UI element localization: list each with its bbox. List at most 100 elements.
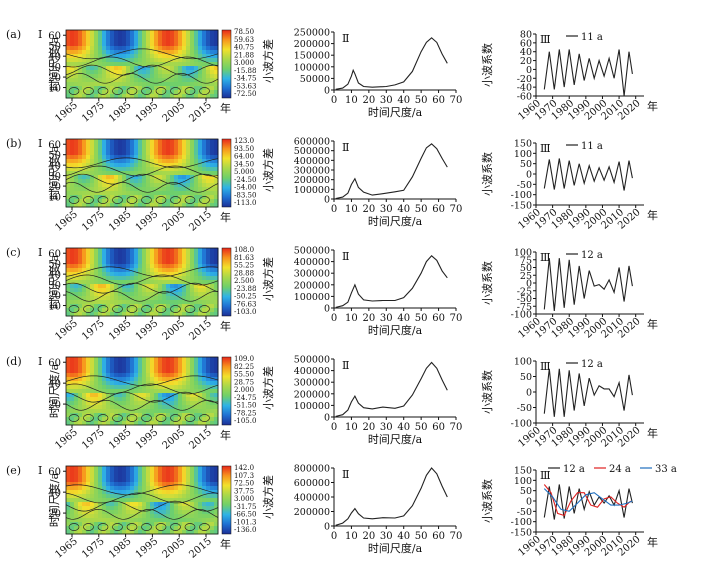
field-cell: [158, 272, 163, 277]
field-cell: [78, 518, 83, 523]
field-cell: [138, 393, 143, 398]
field-cell: [114, 413, 119, 418]
field-cell: [190, 38, 195, 43]
field-cell: [90, 264, 95, 269]
field-cell: [154, 155, 159, 160]
field-cell: [114, 526, 119, 531]
field-cell: [206, 50, 211, 55]
field-cell: [194, 502, 199, 507]
field-cell: [174, 256, 179, 261]
field-cell: [186, 264, 191, 269]
field-cell: [166, 522, 171, 527]
field-cell: [106, 50, 111, 55]
field-cell: [90, 187, 95, 192]
field-cell: [70, 506, 75, 511]
field-cell: [214, 256, 219, 261]
field-cell: [142, 78, 147, 83]
field-cell: [98, 163, 103, 168]
y-axis-title: 小波系数: [481, 152, 494, 196]
field-cell: [142, 304, 147, 309]
field-cell: [174, 510, 179, 515]
field-cell: [202, 466, 207, 471]
y-tick-label: -20: [517, 74, 532, 85]
field-cell: [194, 466, 199, 471]
field-cell: [114, 276, 119, 281]
field-cell: [118, 147, 123, 152]
field-cell: [122, 86, 127, 91]
field-cell: [206, 518, 211, 523]
field-cell: [82, 252, 87, 257]
field-cell: [130, 179, 135, 184]
colorbar-label: 2.000: [234, 386, 254, 394]
field-cell: [74, 151, 79, 156]
field-cell: [146, 397, 151, 402]
field-cell: [74, 42, 79, 47]
field-cell: [194, 183, 199, 188]
field-cell: [194, 46, 199, 51]
field-cell: [198, 54, 203, 59]
field-cell: [158, 179, 163, 184]
field-cell: [198, 514, 203, 519]
field-cell: [78, 260, 83, 265]
field-cell: [210, 308, 215, 313]
field-cell: [90, 167, 95, 172]
field-cell: [130, 195, 135, 200]
field-cell: [194, 421, 199, 426]
field-cell: [82, 506, 87, 511]
field-cell: [150, 74, 155, 79]
field-cell: [198, 466, 203, 471]
field-cell: [206, 155, 211, 160]
field-cell: [158, 288, 163, 293]
field-cell: [90, 502, 95, 507]
field-cell: [190, 280, 195, 285]
field-cell: [186, 70, 191, 75]
field-cell: [102, 292, 107, 297]
field-cell: [94, 397, 99, 402]
field-cell: [202, 167, 207, 172]
field-cell: [170, 54, 175, 59]
field-cell: [74, 155, 79, 160]
panel-roman-label: Ⅲ: [540, 251, 551, 264]
field-cell: [70, 373, 75, 378]
x-tick-label: 10: [345, 531, 358, 542]
field-cell: [70, 54, 75, 59]
field-cell: [158, 401, 163, 406]
field-cell: [186, 401, 191, 406]
field-cell: [122, 175, 127, 180]
field-cell: [158, 256, 163, 261]
field-cell: [78, 30, 83, 35]
field-cell: [114, 50, 119, 55]
field-cell: [130, 510, 135, 515]
field-cell: [78, 276, 83, 281]
field-cell: [74, 195, 79, 200]
field-cell: [202, 478, 207, 483]
field-cell: [110, 82, 115, 87]
field-cell: [214, 268, 219, 273]
field-cell: [166, 365, 171, 370]
field-cell: [186, 486, 191, 491]
field-cell: [98, 361, 103, 366]
field-cell: [94, 248, 99, 253]
field-cell: [130, 409, 135, 414]
field-cell: [94, 260, 99, 265]
y-axis-title: 小波方差: [261, 257, 275, 301]
field-cell: [206, 143, 211, 148]
field-cell: [114, 280, 119, 285]
field-cell: [162, 74, 167, 79]
field-cell: [102, 308, 107, 313]
field-cell: [130, 421, 135, 426]
field-cell: [78, 490, 83, 495]
field-cell: [166, 498, 171, 503]
field-cell: [94, 486, 99, 491]
field-cell: [214, 312, 219, 317]
x-tick-label: 2005: [161, 427, 188, 452]
field-cell: [150, 490, 155, 495]
field-cell: [142, 151, 147, 156]
field-cell: [78, 175, 83, 180]
field-cell: [70, 86, 75, 91]
field-cell: [74, 381, 79, 386]
field-cell: [110, 74, 115, 79]
field-cell: [142, 280, 147, 285]
field-cell: [126, 401, 131, 406]
field-cell: [74, 30, 79, 35]
